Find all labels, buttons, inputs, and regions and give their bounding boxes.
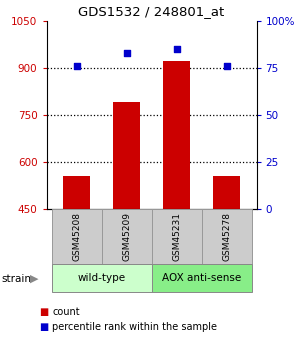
- Bar: [152, 209, 202, 264]
- Title: GDS1532 / 248801_at: GDS1532 / 248801_at: [78, 5, 225, 18]
- Text: percentile rank within the sample: percentile rank within the sample: [52, 322, 218, 332]
- Point: [224, 63, 229, 69]
- Bar: [63, 176, 90, 209]
- Text: GSM45208: GSM45208: [72, 212, 81, 261]
- Point: [174, 46, 179, 52]
- Text: count: count: [52, 307, 80, 317]
- Text: GSM45209: GSM45209: [122, 212, 131, 261]
- Bar: [213, 176, 240, 209]
- Text: ■: ■: [39, 322, 48, 332]
- Bar: [101, 209, 152, 264]
- Text: wild-type: wild-type: [77, 273, 126, 283]
- Text: GSM45278: GSM45278: [222, 212, 231, 261]
- Bar: [52, 264, 152, 292]
- Bar: [163, 61, 190, 209]
- Bar: [113, 102, 140, 209]
- Text: AOX anti-sense: AOX anti-sense: [162, 273, 241, 283]
- Bar: [202, 209, 251, 264]
- Text: GSM45231: GSM45231: [172, 212, 181, 261]
- Text: ▶: ▶: [30, 274, 39, 284]
- Text: strain: strain: [2, 274, 31, 284]
- Bar: [52, 209, 101, 264]
- Bar: [152, 264, 251, 292]
- Point: [124, 50, 129, 56]
- Point: [74, 63, 79, 69]
- Text: ■: ■: [39, 307, 48, 317]
